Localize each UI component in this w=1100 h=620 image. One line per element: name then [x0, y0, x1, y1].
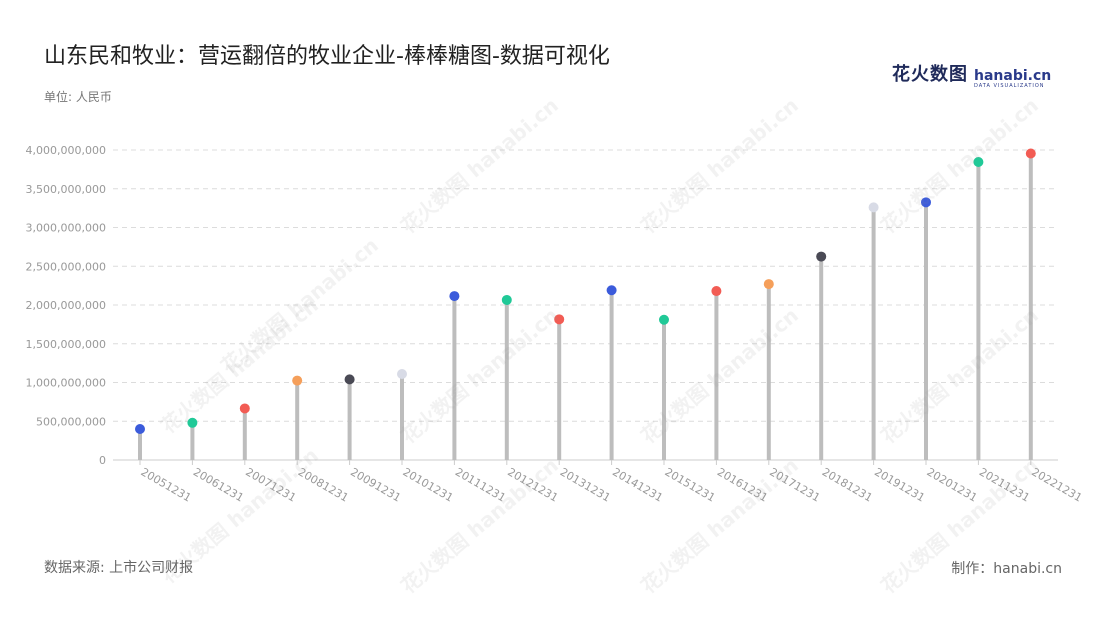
y-tick-label: 2,000,000,000 [26, 299, 106, 312]
y-tick-label: 2,500,000,000 [26, 260, 106, 273]
lollipop-dot [816, 251, 827, 262]
y-tick-label: 3,500,000,000 [26, 183, 106, 196]
lollipop-dot [763, 279, 774, 290]
lollipop-dot [659, 314, 669, 325]
y-tick-label: 3,000,000,000 [26, 222, 106, 235]
lollipop-dot [921, 197, 931, 208]
brand-logo: 花火数图 hanabi.cn DATA VISUALIZATION [892, 60, 1051, 89]
x-tick-label: 20071231 [243, 465, 298, 504]
logo-en-text: hanabi.cn [974, 68, 1052, 84]
x-tick-label: 20141231 [610, 465, 665, 504]
x-tick-label: 20201231 [925, 465, 980, 504]
x-tick-label: 20161231 [715, 465, 770, 504]
lollipop-dot [973, 157, 984, 168]
unit-label: 单位: 人民币 [44, 90, 112, 104]
x-tick-label: 20111231 [453, 465, 508, 504]
x-tick-label: 20081231 [296, 465, 351, 504]
x-tick-label: 20051231 [139, 465, 194, 504]
logo-cn-text: 花火数图 [892, 64, 968, 85]
x-tick-label: 20091231 [348, 465, 403, 504]
y-tick-label: 1,500,000,000 [26, 338, 106, 351]
chart-title: 山东民和牧业：营运翻倍的牧业企业-棒棒糖图-数据可视化 [44, 44, 610, 69]
x-tick-label: 20151231 [663, 465, 718, 504]
y-tick-label: 1,000,000,000 [26, 377, 106, 390]
lollipop-dot [711, 286, 722, 297]
lollipop-dot [501, 294, 512, 305]
x-tick-label: 20211231 [977, 465, 1032, 504]
logo-en-block: hanabi.cn DATA VISUALIZATION [974, 69, 1051, 89]
lollipop-dot [135, 424, 145, 434]
lollipop-dot [292, 375, 303, 386]
y-tick-label: 500,000,000 [36, 415, 106, 428]
x-tick-label: 20181231 [820, 465, 875, 504]
x-tick-label: 20191231 [872, 465, 927, 504]
y-tick-label: 4,000,000,000 [26, 144, 106, 157]
lollipop-dot [449, 291, 460, 302]
x-tick-label: 20171231 [767, 465, 822, 504]
lollipop-dot [239, 403, 250, 414]
lollipop-dot [187, 417, 198, 428]
x-tick-label: 20131231 [558, 465, 613, 504]
lollipop-dot [868, 202, 879, 213]
data-source: 数据来源: 上市公司财报 [44, 560, 194, 576]
credit-label: 制作：hanabi.cn [951, 561, 1062, 577]
x-tick-label: 20101231 [401, 465, 456, 504]
lollipop-dot [397, 368, 407, 379]
x-tick-label: 20061231 [191, 465, 246, 504]
lollipop-dot [344, 374, 355, 385]
lollipop-dot [1025, 148, 1036, 159]
lollipop-dot [554, 314, 565, 325]
x-tick-label: 20121231 [505, 465, 560, 504]
y-tick-label: 0 [99, 454, 106, 467]
logo-sub-text: DATA VISUALIZATION [974, 83, 1045, 89]
lollipop-dot [606, 285, 617, 296]
x-tick-label: 20221231 [1029, 465, 1084, 504]
